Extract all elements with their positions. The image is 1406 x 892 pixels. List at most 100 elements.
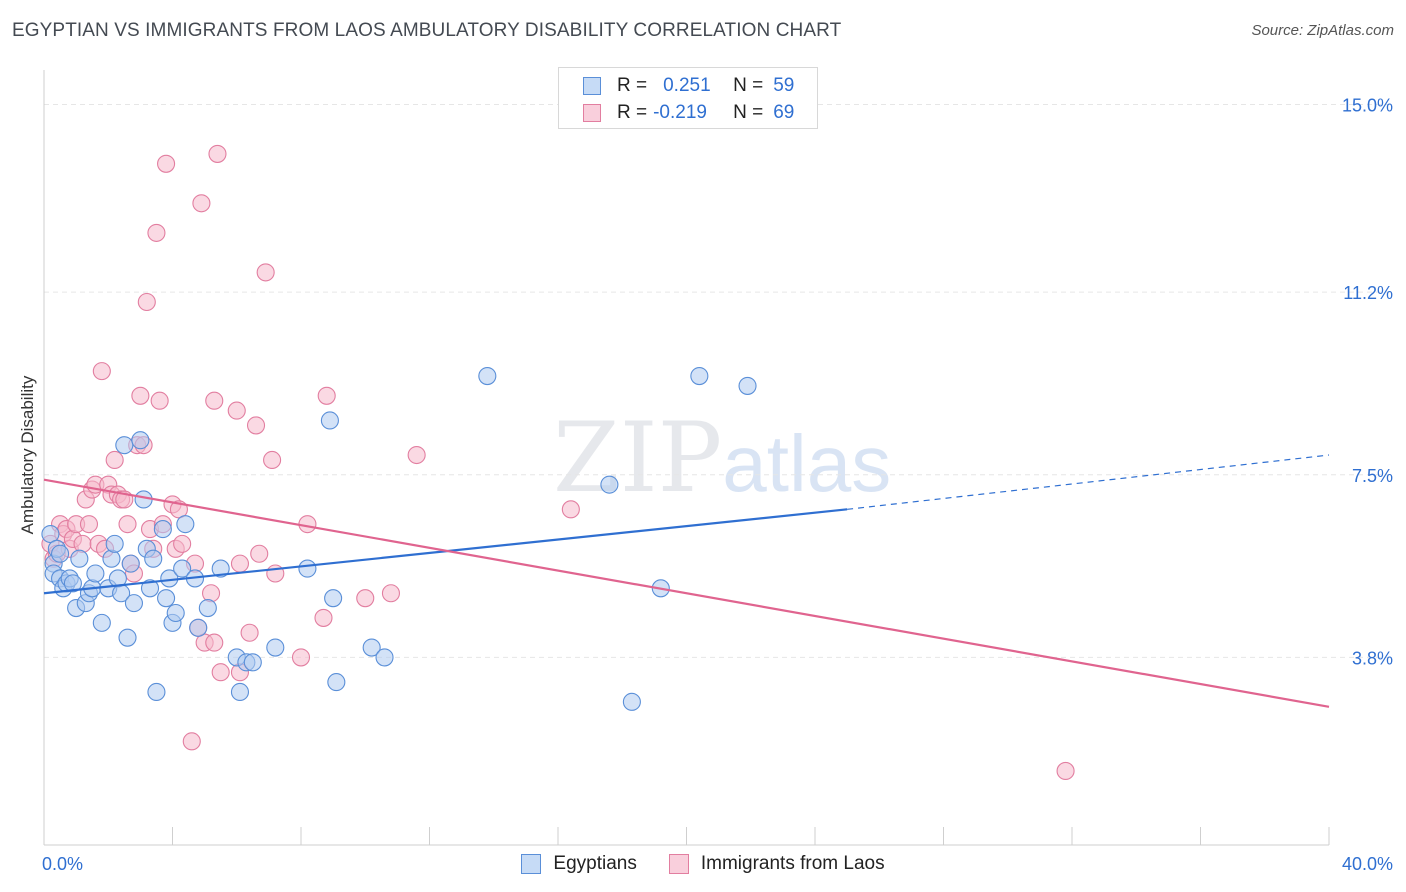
- data-point: [263, 450, 282, 470]
- data-point: [266, 638, 285, 657]
- data-point: [246, 416, 266, 435]
- data-point: [298, 559, 317, 578]
- data-point: [202, 584, 221, 603]
- data-point: [150, 391, 169, 410]
- data-point: [324, 589, 343, 608]
- data-point: [327, 673, 346, 692]
- axes: [43, 70, 1330, 846]
- legend-n-label: N =: [733, 102, 764, 123]
- legend-r-value: 0.251: [663, 75, 711, 96]
- data-point: [51, 544, 70, 563]
- data-point: [118, 628, 137, 647]
- series-legend: Egyptians Immigrants from Laos: [0, 850, 1406, 878]
- data-point: [140, 579, 160, 598]
- data-point: [600, 475, 619, 494]
- data-point: [243, 653, 262, 672]
- data-point: [182, 732, 201, 751]
- y-axis-label: Ambulatory Disability: [18, 375, 37, 535]
- data-point: [192, 194, 211, 213]
- chart-title: EGYPTIAN VS IMMIGRANTS FROM LAOS AMBULAT…: [12, 20, 842, 41]
- series-immigrants-from-laos: [41, 144, 1075, 781]
- data-point: [73, 534, 92, 553]
- legend-label-egyptians: Egyptians: [553, 853, 637, 874]
- trend-line-laos: [43, 478, 1330, 708]
- trend-line-egyptians-extension: [847, 454, 1330, 510]
- tick-labels: 3.8% 7.5% 11.2% 15.0% 0.0% 40.0%: [42, 96, 1393, 874]
- legend-n-value: 59: [773, 75, 795, 96]
- legend-row-egyptians: R = 0.251 N = 59: [583, 73, 794, 99]
- data-point: [137, 292, 156, 312]
- watermark: ZIPatlas: [553, 402, 891, 514]
- watermark-atlas: atlas: [722, 419, 892, 508]
- data-point: [92, 613, 111, 632]
- data-point: [63, 574, 82, 593]
- legend-swatch-pink: [583, 104, 601, 122]
- legend-item-egyptians[interactable]: Egyptians: [521, 853, 637, 875]
- data-point: [70, 549, 89, 568]
- data-point: [157, 154, 176, 173]
- data-point: [256, 263, 275, 282]
- data-point: [227, 401, 246, 420]
- legend-item-laos[interactable]: Immigrants from Laos: [668, 853, 885, 875]
- legend-row-laos: R = -0.219 N = 69: [583, 100, 794, 126]
- data-point: [205, 633, 224, 652]
- legend-swatch-blue: [521, 854, 542, 874]
- data-point: [124, 594, 143, 613]
- data-point: [375, 648, 394, 667]
- data-point: [320, 411, 339, 430]
- data-point: [291, 648, 311, 667]
- data-point: [561, 500, 580, 519]
- data-point: [230, 682, 250, 702]
- data-point: [105, 450, 124, 470]
- y-tick-label: 3.8%: [1352, 648, 1393, 668]
- data-point: [208, 144, 227, 163]
- watermark-zip: ZIP: [553, 402, 723, 514]
- legend-label-laos: Immigrants from Laos: [700, 853, 885, 874]
- data-point: [240, 623, 259, 642]
- x-tick-label: 40.0%: [1342, 854, 1393, 874]
- data-point: [189, 618, 208, 637]
- trend-lines: [43, 454, 1330, 708]
- data-point: [157, 589, 176, 608]
- series-egyptians: [41, 367, 757, 711]
- gridlines: [44, 104, 1392, 658]
- data-point: [356, 589, 375, 608]
- legend-r-value: -0.219: [653, 102, 707, 123]
- data-point: [198, 599, 217, 618]
- data-point: [115, 436, 134, 455]
- data-point: [173, 559, 192, 578]
- data-point: [1056, 761, 1075, 781]
- y-tick-label: 15.0%: [1342, 96, 1393, 116]
- data-point: [211, 559, 230, 578]
- stats-legend: R = 0.251 N = 59 R = -0.219 N = 69: [558, 67, 818, 129]
- data-point: [105, 534, 124, 553]
- data-point: [86, 564, 105, 583]
- data-point: [407, 445, 426, 465]
- data-point: [131, 386, 150, 405]
- data-point: [314, 608, 333, 627]
- data-point: [205, 391, 224, 410]
- data-point: [478, 367, 497, 386]
- y-tick-label: 11.2%: [1343, 283, 1393, 303]
- data-point: [118, 515, 137, 534]
- legend-n-value: 69: [773, 102, 795, 123]
- data-point: [102, 549, 121, 568]
- data-point: [173, 534, 192, 553]
- data-point: [738, 376, 757, 395]
- data-point: [230, 554, 250, 573]
- legend-swatch-pink: [668, 854, 689, 874]
- data-point: [144, 549, 163, 568]
- data-point: [622, 692, 641, 711]
- legend-swatch-blue: [583, 77, 601, 95]
- data-point: [153, 520, 172, 539]
- legend-n-label: N =: [733, 75, 764, 96]
- legend-r-label: R =: [617, 75, 648, 96]
- data-point: [362, 638, 381, 657]
- data-point: [690, 367, 709, 386]
- data-point: [166, 603, 185, 623]
- legend-r-label: R =: [617, 102, 648, 123]
- data-point: [147, 223, 166, 242]
- source-credit: Source: ZipAtlas.com: [1251, 22, 1394, 39]
- data-point: [79, 515, 99, 534]
